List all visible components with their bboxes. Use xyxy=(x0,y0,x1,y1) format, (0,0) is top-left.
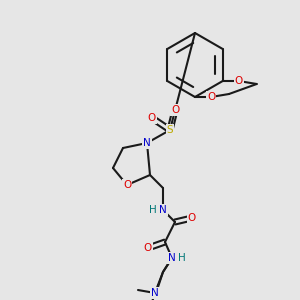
Text: O: O xyxy=(144,243,152,253)
Text: O: O xyxy=(235,76,243,86)
Text: N: N xyxy=(168,253,176,263)
Text: O: O xyxy=(123,180,131,190)
Text: O: O xyxy=(171,105,179,115)
Text: N: N xyxy=(159,205,167,215)
Text: N: N xyxy=(151,288,159,298)
Text: H: H xyxy=(178,253,186,263)
Text: N: N xyxy=(143,138,151,148)
Text: O: O xyxy=(188,213,196,223)
Text: O: O xyxy=(148,113,156,123)
Text: O: O xyxy=(207,92,215,102)
Text: H: H xyxy=(149,205,157,215)
Text: S: S xyxy=(167,125,173,135)
